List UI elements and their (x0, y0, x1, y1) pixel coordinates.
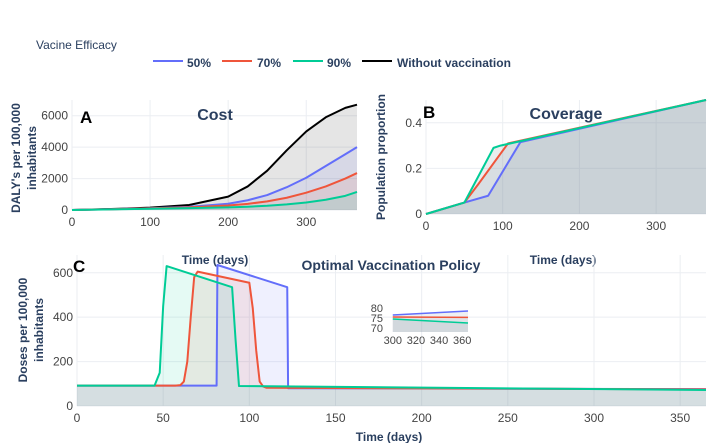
series-area-50- (77, 264, 706, 406)
x-tick-label: 360 (453, 335, 471, 347)
x-tick-label: 340 (430, 335, 448, 347)
x-tick-label: 300 (584, 411, 604, 425)
legend-item-50[interactable]: 50% (153, 56, 211, 70)
x-tick-label: 50 (156, 411, 170, 425)
panel-c-ylabel-line2: inhabitants (32, 298, 46, 362)
x-tick-label: 350 (670, 411, 690, 425)
x-tick-label: 100 (239, 411, 259, 425)
y-tick-label: 6000 (41, 109, 68, 123)
y-tick-label: 4000 (41, 140, 68, 154)
y-tick-label: 2000 (41, 172, 68, 186)
panel-a-ylabel-line1: DALY's per 100,000 (9, 103, 23, 213)
series-area-90- (426, 100, 706, 214)
panel-c-letter: C (73, 257, 85, 276)
panel-b-ticks: 0 100 200 300 0 0.2 0.4 (405, 116, 666, 233)
series-line-50-[interactable] (392, 310, 469, 316)
panel-c-lines (77, 263, 707, 392)
y-tick-label: 0.4 (405, 116, 422, 130)
y-tick-label: 0 (415, 207, 422, 221)
series-line-70-[interactable] (77, 270, 707, 391)
panel-a-xlabel: Time (days) (182, 253, 248, 267)
legend-item-70[interactable]: 70% (222, 56, 281, 70)
x-tick-label: 0 (74, 411, 81, 425)
x-tick-label: 100 (493, 219, 513, 233)
panel-a-title: Cost (197, 107, 233, 124)
panel-b-lines (425, 99, 707, 215)
panel-a-areas (72, 104, 357, 210)
panel-b-ylabel: Population proportion (374, 94, 388, 220)
panel-c-ticks: 0 50 100 150 200 250 300 350 0 200 400 600 (53, 266, 691, 425)
x-tick-label: 200 (218, 215, 238, 229)
x-tick-label: 320 (407, 335, 425, 347)
series-line-90-[interactable] (77, 265, 707, 392)
series-area-50- (426, 100, 706, 214)
panel-a-lines (71, 103, 358, 211)
series-line-90-[interactable] (392, 318, 469, 324)
panel-a: 0 100 200 300 0 2000 4000 6000 A Cost Time (day… (9, 100, 358, 267)
x-tick-label: 300 (646, 219, 666, 233)
y-tick-label: 200 (53, 355, 73, 369)
panel-c-ylabel-line1: Doses per 100,000 (16, 277, 30, 382)
legend-label-90: 90% (327, 56, 351, 70)
y-tick-label: 75 (371, 313, 383, 325)
y-tick-label: 0.2 (405, 161, 422, 175)
x-tick-label: 0 (69, 215, 76, 229)
x-tick-label: 200 (412, 411, 432, 425)
y-tick-label: 80 (371, 303, 383, 315)
legend-label-without: Without vaccination (397, 56, 511, 70)
series-area-without-vaccination (72, 104, 357, 210)
series-area-90- (72, 191, 357, 210)
panel-b-title: Coverage (530, 106, 603, 123)
panel-c: 0 50 100 150 200 250 300 350 0 200 400 600 C Optima… (16, 255, 707, 443)
series-area-50- (72, 147, 357, 210)
x-tick-label: 100 (140, 215, 160, 229)
panel-b: 0 100 200 300 0 0.2 0.4 B Coverage Time (days)… (374, 94, 707, 267)
panel-a-ylabel-line2: inhabitants (25, 126, 39, 190)
legend: Vacine Efficacy 50% 70% 90% Without vacc… (36, 38, 511, 70)
y-tick-label: 400 (53, 310, 73, 324)
x-tick-label: 150 (325, 411, 345, 425)
x-tick-label: 250 (498, 411, 518, 425)
panel-b-grid (425, 100, 706, 215)
legend-label-50: 50% (187, 56, 211, 70)
panel-a-grid (71, 100, 357, 211)
legend-item-without-vaccination[interactable]: Without vaccination (362, 56, 511, 70)
y-tick-label: 0 (61, 203, 68, 217)
series-line-90-[interactable] (425, 99, 707, 215)
panel-a-ticks: 0 100 200 300 0 2000 4000 6000 (41, 109, 316, 229)
x-tick-label: 0 (423, 219, 430, 233)
inset-lines (392, 310, 469, 324)
series-area-70- (72, 173, 357, 210)
panel-c-xlabel: Time (days) (356, 430, 422, 443)
legend-item-90[interactable]: 90% (293, 56, 351, 70)
x-tick-label: 300 (296, 215, 316, 229)
panel-c-grid (76, 255, 706, 407)
panel-a-letter: A (80, 108, 92, 127)
legend-label-70: 70% (257, 56, 281, 70)
x-tick-label: 200 (569, 219, 589, 233)
panel-c-title: Optimal Vaccination Policy (302, 257, 481, 273)
y-tick-label: 70 (371, 323, 383, 335)
series-area-90- (77, 266, 706, 406)
y-tick-label: 0 (66, 399, 73, 413)
panel-b-areas (426, 100, 706, 214)
panel-b-letter: B (423, 103, 435, 122)
series-line-90-[interactable] (71, 190, 358, 211)
legend-title: Vacine Efficacy (36, 38, 117, 52)
y-tick-label: 600 (53, 266, 73, 280)
x-tick-label: 300 (384, 335, 402, 347)
series-area-70- (426, 100, 706, 214)
panel-b-xlabel: Time (days) (530, 253, 596, 267)
